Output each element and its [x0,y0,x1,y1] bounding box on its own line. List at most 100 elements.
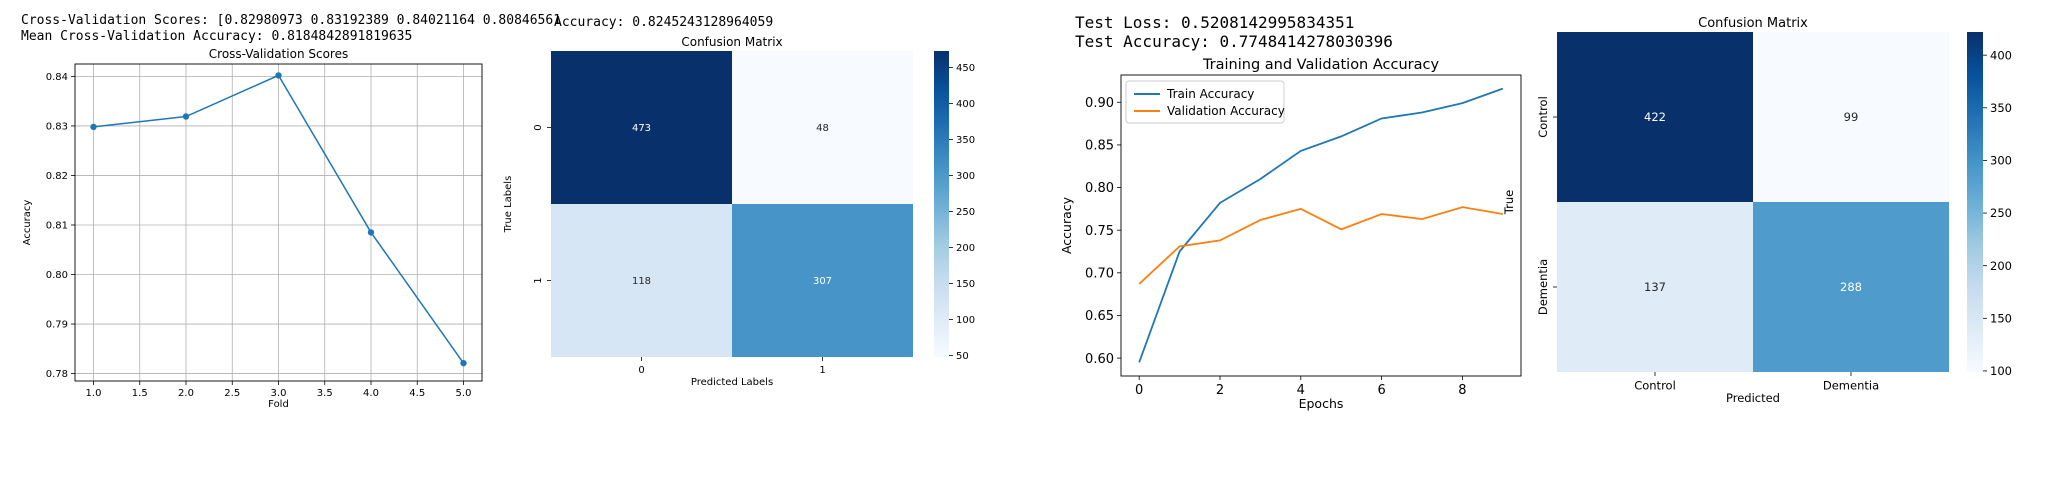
cv-data-point-2 [275,72,282,79]
cm2-colorbar-label-1: 150 [1990,311,2012,325]
train-ytick-label-3: 0.75 [1085,224,1114,239]
train-title: Training and Validation Accuracy [1202,57,1440,73]
cv-xtick-label-1: 1.5 [132,388,148,399]
cm1-cell-value-0-1: 48 [816,123,829,134]
test-accuracy-line: Test Accuracy: 0.7748414278030396 [1075,32,1393,51]
cm1-cell-1-0 [551,204,732,357]
cv-xtick-label-0: 1.0 [86,388,102,399]
cm2-cell-0-0 [1557,32,1753,202]
cm2-xtick-label-0: Control [1634,379,1676,393]
cm2-xlabel: Predicted [1726,391,1780,405]
cm2-cell-value-1-1: 288 [1840,280,1862,294]
cm2-colorbar-label-4: 300 [1990,154,2012,168]
cv-ytick-label-5: 0.83 [46,122,68,133]
train-xtick-label-3: 6 [1377,383,1385,398]
cm2-cell-1-0 [1557,202,1753,372]
train-ytick-label-4: 0.80 [1085,181,1114,196]
cm1-ylabel: True Labels [503,176,514,234]
cv-xtick-label-2: 2.0 [178,388,194,399]
cm2-xtick-label-1: Dementia [1823,379,1879,393]
train-ytick-label-2: 0.70 [1085,267,1114,282]
cm2-colorbar-label-3: 250 [1990,206,2012,220]
cm2-title: Confusion Matrix [1698,16,1808,31]
cv-xtick-label-7: 4.5 [409,388,425,399]
cm1-ytick-label-0: 0 [533,124,544,130]
cv-scores-line: Cross-Validation Scores: [0.82980973 0.8… [21,13,562,28]
cm1-colorbar [934,51,949,357]
train-legend-label-1: Validation Accuracy [1167,104,1285,118]
cm1-colorbar-label-1: 100 [956,315,975,326]
cm2-colorbar-label-0: 100 [1990,364,2012,378]
train-legend-box [1125,80,1285,124]
cm1-cell-value-0-0: 473 [632,123,651,134]
cm1-colorbar-label-5: 300 [956,171,975,182]
cm2-cell-value-1-0: 137 [1644,280,1666,294]
cv-ytick-label-0: 0.78 [46,369,68,380]
cv-title: Cross-Validation Scores [209,47,348,61]
cv-ytick-label-2: 0.80 [46,270,68,281]
cv-data-point-0 [90,123,97,131]
cm2-colorbar-label-2: 200 [1990,259,2012,273]
train-ylabel: Accuracy [1059,196,1074,254]
accuracy-line: Accuracy: 0.8245243128964059 [554,15,774,30]
train-xtick-label-4: 8 [1458,383,1466,398]
cm1-colorbar-label-2: 150 [956,279,975,290]
cm1-colorbar-label-8: 450 [956,63,975,74]
cm2-ylabel: True [1502,190,1516,215]
train-plot-frame [1120,74,1522,377]
mean-cv-line: Mean Cross-Validation Accuracy: 0.818484… [21,29,413,44]
cm2-cell-0-1 [1753,32,1949,202]
cv-xtick-label-3: 2.5 [224,388,240,399]
train-xlabel: Epochs [1299,396,1344,411]
cv-xtick-label-4: 3.0 [271,388,287,399]
cm2-cell-value-0-1: 99 [1844,110,1859,124]
train-series-line-0 [1138,87,1504,363]
train-xtick-label-1: 2 [1216,383,1224,398]
train-legend-label-0: Train Accuracy [1166,87,1254,101]
cm1-cell-1-1 [732,204,913,357]
cm1-colorbar-label-6: 350 [956,135,975,146]
cv-ytick-label-3: 0.81 [46,221,68,232]
cm2-colorbar [1967,32,1983,372]
cm2-cell-value-0-0: 422 [1644,110,1666,124]
cm1-title: Confusion Matrix [681,35,782,49]
train-ytick-label-5: 0.85 [1085,139,1114,154]
train-series-line-1 [1138,206,1503,285]
cv-xtick-label-5: 3.5 [317,388,333,399]
cm2-ytick-label-0: Control [1536,96,1550,138]
cv-xlabel: Fold [268,399,289,410]
cm1-cell-0-1 [732,51,913,204]
cm2-ytick-label-1: Dementia [1536,259,1550,315]
cv-ytick-label-4: 0.82 [46,171,68,182]
cv-data-point-4 [460,359,467,367]
cm1-colorbar-label-0: 50 [956,351,969,362]
cv-console-output: Cross-Validation Scores: [0.82980973 0.8… [21,13,561,45]
cm1-colorbar-label-4: 250 [956,207,975,218]
train-ytick-label-1: 0.65 [1085,309,1114,324]
cv-xtick-label-6: 4.0 [363,388,379,399]
cm1-xtick-label-1: 1 [819,365,825,376]
cm1-cell-0-0 [551,51,732,204]
cm2-colorbar-label-6: 400 [1990,48,2012,62]
cm1-xtick-label-0: 0 [638,365,644,376]
cv-ylabel: Accuracy [22,200,33,246]
test-console-output: Test Loss: 0.5208142995834351 Test Accura… [1075,13,1393,51]
cm1-cell-value-1-1: 307 [813,276,832,287]
cv-data-point-3 [367,229,375,236]
cv-xtick-label-8: 5.0 [456,388,472,399]
cm1-colorbar-label-3: 200 [956,243,975,254]
cv-ytick-label-1: 0.79 [46,320,68,331]
accuracy-console-output: Accuracy: 0.8245243128964059 [554,15,773,31]
train-ytick-label-0: 0.60 [1085,352,1114,367]
cm2-colorbar-label-5: 350 [1990,101,2012,115]
cv-ytick-label-6: 0.84 [46,72,68,83]
cm1-cell-value-1-0: 118 [632,276,651,287]
test-loss-line: Test Loss: 0.5208142995834351 [1075,13,1355,32]
cm1-xlabel: Predicted Labels [691,377,773,388]
train-ytick-label-6: 0.90 [1085,96,1114,111]
cm1-ytick-label-1: 1 [533,277,544,283]
train-xtick-label-0: 0 [1135,383,1143,398]
cm2-cell-1-1 [1753,202,1949,372]
cv-data-point-1 [182,113,190,120]
